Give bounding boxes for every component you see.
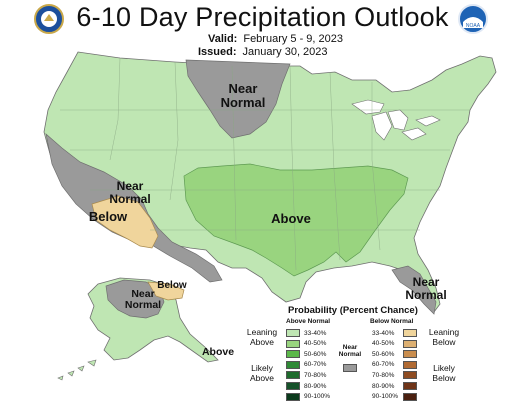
- legend-below-swatch-5: [403, 382, 417, 390]
- legend-below-swatch-1: [403, 339, 417, 348]
- label-near-normal-plains: Near Normal: [220, 81, 266, 110]
- doc-seal-icon: [34, 4, 64, 34]
- legend-below-label-5: 80-90%: [372, 382, 395, 390]
- legend-below-swatch-6: [403, 392, 417, 401]
- alaska-near-normal-region: [105, 279, 165, 319]
- legend-leaning-above: Leaning Above: [246, 327, 278, 347]
- state-borders: [60, 57, 470, 271]
- legend-below-label-1: 40-50%: [372, 340, 395, 348]
- valid-line: Valid: February 5 - 9, 2023: [208, 33, 343, 45]
- legend-above-swatch-2: [286, 350, 300, 359]
- label-above-south: Above: [271, 211, 311, 226]
- legend-below-label-2: 50-60%: [372, 350, 395, 358]
- label-below-california: Below: [88, 209, 128, 224]
- legend-below-swatch-0: [403, 329, 417, 337]
- near-normal-florida-region: [391, 265, 437, 315]
- above-40-50-region: [183, 163, 409, 277]
- issued-line: Issued: January 30, 2023: [198, 46, 328, 58]
- legend-above-label-3: 60-70%: [304, 361, 327, 369]
- legend-above-swatch-3: [286, 360, 300, 369]
- legend-near-header: Near Normal: [338, 344, 362, 359]
- label-near-normal-california: Near Normal: [109, 179, 151, 206]
- legend-above-label-5: 80-90%: [304, 382, 327, 390]
- legend-above-header: Above Normal: [286, 318, 331, 325]
- label-near-normal-alaska: Near Normal: [124, 288, 162, 312]
- legend-above-swatch-5: [286, 382, 300, 390]
- noaa-logo-text: NOAA: [466, 23, 481, 29]
- noaa-logo-icon: NOAA: [458, 4, 488, 34]
- legend-likely-above: Likely Above: [249, 363, 275, 383]
- legend-above-label-0: 33-40%: [304, 329, 327, 337]
- legend-leaning-below: Leaning Below: [428, 327, 460, 347]
- legend-below-swatch-3: [403, 360, 417, 369]
- page-title: 6-10 Day Precipitation Outlook: [76, 2, 449, 32]
- legend-below-swatch-4: [403, 371, 417, 380]
- legend-below-label-4: 70-80%: [372, 371, 395, 379]
- legend-below-label-3: 60-70%: [372, 361, 395, 369]
- legend-above-label-2: 50-60%: [304, 350, 327, 358]
- legend-below-label-0: 33-40%: [372, 329, 395, 337]
- label-near-normal-florida: Near Normal: [405, 275, 447, 302]
- issued-label: Issued:: [198, 46, 237, 58]
- alaska-below-region: [147, 281, 185, 301]
- legend-above-swatch-4: [286, 371, 300, 380]
- issued-value: January 30, 2023: [242, 46, 328, 58]
- legend-above-swatch-1: [286, 339, 300, 348]
- legend-below-label-6: 90-100%: [372, 393, 399, 401]
- legend-below-header: Below Normal: [370, 318, 414, 325]
- label-above-alaska: Above: [201, 346, 235, 358]
- legend-above-swatch-0: [286, 329, 300, 337]
- legend-above-swatch-6: [286, 392, 300, 401]
- legend-above-label-6: 90-100%: [304, 393, 331, 401]
- legend-title: Probability (Percent Chance): [288, 305, 418, 316]
- legend-above-label-4: 70-80%: [304, 371, 327, 379]
- legend-below-swatch-2: [403, 350, 417, 359]
- valid-label: Valid:: [208, 33, 238, 45]
- legend-likely-below: Likely Below: [432, 363, 456, 383]
- near-normal-plains-region: [185, 59, 291, 139]
- aleutian-islands: [57, 359, 97, 381]
- legend-above-label-1: 40-50%: [304, 340, 327, 348]
- legend-near-normal-swatch: [343, 364, 357, 372]
- label-below-alaska: Below: [157, 280, 187, 291]
- below-california-region: [91, 195, 159, 249]
- valid-value: February 5 - 9, 2023: [243, 33, 344, 45]
